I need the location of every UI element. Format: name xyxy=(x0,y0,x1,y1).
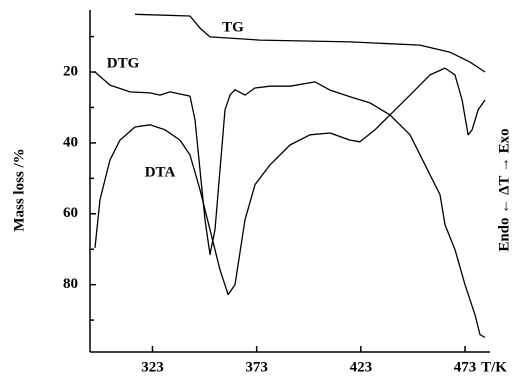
y2-axis-label: Endo ← ΔT → Exo xyxy=(496,128,512,251)
y-tick-label: 80 xyxy=(63,276,78,292)
series-line xyxy=(94,67,486,296)
y-tick-label: 60 xyxy=(63,205,78,221)
x-axis-label: T/K xyxy=(481,359,507,375)
series-line xyxy=(134,13,486,73)
x-tick-label: 473 xyxy=(454,359,477,375)
x-tick-label: 323 xyxy=(141,359,164,375)
series-label: TG xyxy=(222,19,244,35)
x-tick-label: 423 xyxy=(350,359,373,375)
x-tick-label: 373 xyxy=(245,359,268,375)
series-label: DTG xyxy=(107,55,140,71)
y-tick-label: 20 xyxy=(63,63,78,79)
series-label: DTA xyxy=(145,164,176,180)
y-tick-label: 40 xyxy=(63,134,78,150)
series-line xyxy=(94,71,486,339)
y-axis-label: Mass loss /% xyxy=(11,148,27,231)
